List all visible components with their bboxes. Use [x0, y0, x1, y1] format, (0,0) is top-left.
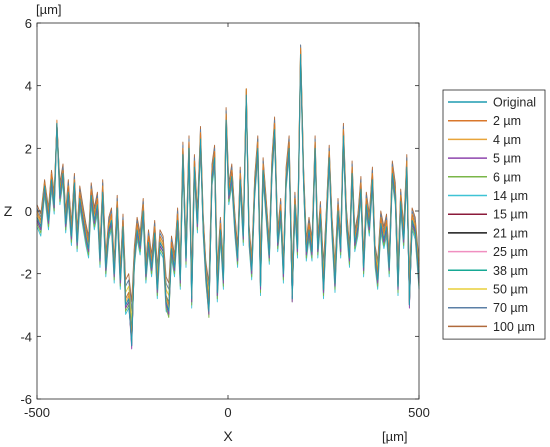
x-tick-label: 0 [224, 405, 231, 420]
legend-label: Original [493, 96, 536, 110]
legend-label: 5 µm [493, 152, 521, 166]
y-tick-label: 6 [25, 16, 32, 31]
y-axis-label: Z [4, 203, 13, 219]
y-tick-label: 2 [25, 141, 32, 156]
y-tick-label: 0 [25, 204, 32, 219]
y-tick-label: -4 [20, 329, 32, 344]
legend-label: 70 µm [493, 301, 528, 315]
legend-label: 50 µm [493, 283, 528, 297]
legend-label: 21 µm [493, 226, 528, 240]
x-tick-label: -500 [24, 405, 50, 420]
legend-label: 15 µm [493, 208, 528, 222]
legend-label: 4 µm [493, 133, 521, 147]
plot-area [36, 44, 420, 350]
legend: Original 2 µm 4 µm 5 µm 6 µm 14 µm 15 µm 21 µm 2… [442, 89, 546, 340]
axes: -6 -4 -2 0 2 4 6 -500 0 500 [20, 16, 429, 420]
x-unit-label: [µm] [382, 429, 408, 444]
legend-label: 14 µm [493, 189, 528, 203]
series-line [36, 53, 420, 347]
y-unit-label: [µm] [36, 2, 62, 17]
legend-label: 6 µm [493, 170, 521, 184]
y-tick-label: 4 [25, 79, 32, 94]
y-tick-label: -6 [20, 392, 32, 407]
x-tick-label: 500 [408, 405, 430, 420]
legend-label: 38 µm [493, 264, 528, 278]
x-axis-label: X [223, 428, 233, 444]
y-tick-label: -2 [20, 267, 32, 282]
legend-label: 100 µm [493, 320, 535, 334]
legend-label: 2 µm [493, 114, 521, 128]
legend-label: 25 µm [493, 245, 528, 259]
